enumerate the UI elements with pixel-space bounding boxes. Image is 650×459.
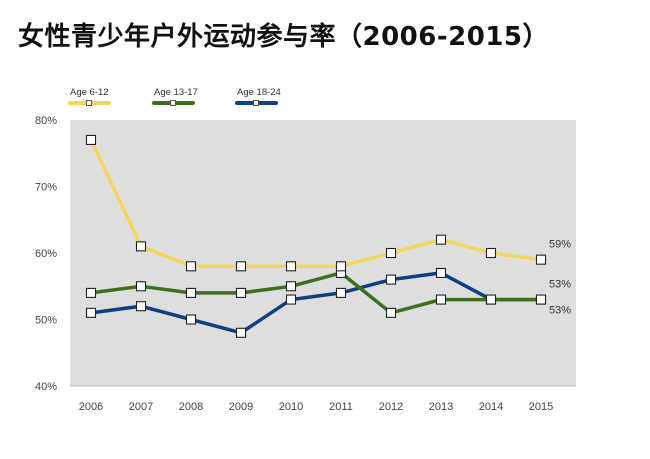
data-point (135, 281, 147, 292)
data-point (235, 287, 247, 298)
x-tick-label: 2015 (529, 401, 553, 413)
y-tick-label: 80% (35, 115, 57, 127)
x-tick-label: 2007 (129, 401, 153, 413)
data-point (235, 327, 247, 338)
data-point (135, 301, 147, 312)
series-line (89, 138, 543, 269)
data-point (85, 287, 97, 298)
x-tick-label: 2010 (279, 401, 303, 413)
data-point (185, 261, 197, 272)
data-point (385, 247, 397, 259)
chart-title: 女性青少年户外运动参与率（2006-2015） (18, 22, 550, 52)
data-point (535, 294, 547, 305)
series-line (89, 271, 543, 315)
y-tick-label: 70% (35, 182, 57, 194)
data-point (385, 307, 397, 318)
data-point (535, 254, 547, 265)
data-point (185, 287, 197, 298)
legend-marker (253, 100, 259, 106)
x-tick-label: 2009 (229, 401, 253, 413)
data-point (235, 261, 247, 272)
data-point (85, 134, 97, 145)
data-point (135, 241, 147, 252)
y-axis: 40% 50% 60% 70% 80% (35, 115, 57, 393)
x-tick-label: 2014 (479, 401, 503, 413)
legend-label: Age 13-17 (154, 87, 198, 98)
legend-marker (170, 100, 176, 106)
x-axis: 2006 2007 2008 2009 2010 2011 2012 2013 2014 2015 (79, 401, 553, 413)
data-point (335, 261, 347, 272)
legend-label: Age 6-12 (70, 87, 109, 98)
x-tick-label: 2013 (429, 401, 453, 413)
x-tick-label: 2006 (79, 401, 103, 413)
data-label: 59% (549, 239, 571, 251)
data-point (185, 314, 197, 325)
data-point (435, 294, 447, 305)
legend-marker (86, 100, 92, 106)
x-tick-label: 2012 (379, 401, 403, 413)
data-point (485, 247, 497, 259)
series-markers (85, 134, 547, 338)
y-tick-label: 50% (35, 315, 57, 327)
data-point (385, 274, 397, 285)
y-tick-label: 60% (35, 248, 57, 260)
data-point (285, 261, 297, 272)
data-labels: 59% 53% 53% (549, 239, 571, 317)
data-label: 53% (549, 305, 571, 317)
data-point (335, 287, 347, 298)
data-point (285, 294, 297, 305)
series-lines (89, 138, 543, 335)
legend: Age 6-12 Age 13-17 Age 18-24 (68, 87, 281, 106)
x-tick-label: 2008 (179, 401, 203, 413)
data-label: 53% (549, 279, 571, 291)
data-point (435, 267, 447, 279)
data-point (435, 234, 447, 245)
data-point (285, 281, 297, 292)
data-point (85, 307, 97, 318)
data-point (485, 294, 497, 305)
series-line (89, 271, 543, 335)
legend-label: Age 18-24 (237, 87, 281, 98)
y-tick-label: 40% (35, 381, 57, 393)
x-tick-label: 2011 (329, 401, 353, 413)
